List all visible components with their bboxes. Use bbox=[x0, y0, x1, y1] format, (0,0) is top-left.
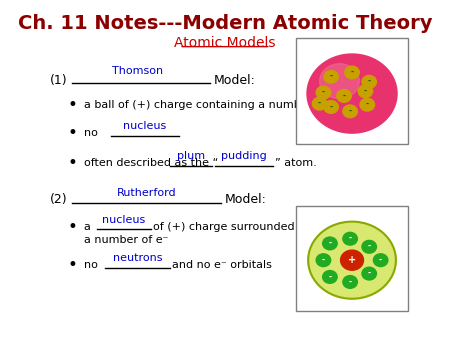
Text: -: - bbox=[351, 68, 354, 77]
Circle shape bbox=[324, 101, 338, 113]
Text: -: - bbox=[368, 269, 371, 278]
Circle shape bbox=[374, 254, 388, 267]
Text: -: - bbox=[322, 256, 325, 265]
Circle shape bbox=[360, 98, 374, 111]
Text: -: - bbox=[318, 99, 321, 108]
Circle shape bbox=[343, 232, 357, 245]
Text: -: - bbox=[366, 100, 369, 109]
Circle shape bbox=[316, 86, 331, 99]
Text: -: - bbox=[379, 256, 382, 265]
Text: +: + bbox=[348, 255, 356, 265]
Text: neutrons: neutrons bbox=[112, 253, 162, 263]
Circle shape bbox=[341, 250, 364, 270]
Text: pudding: pudding bbox=[221, 151, 267, 161]
Text: (2): (2) bbox=[50, 193, 67, 206]
Circle shape bbox=[324, 70, 338, 83]
Text: -: - bbox=[342, 91, 346, 100]
Text: no: no bbox=[84, 128, 98, 138]
Text: -: - bbox=[349, 107, 352, 116]
Text: ” atom.: ” atom. bbox=[274, 158, 316, 168]
Text: •: • bbox=[68, 96, 77, 114]
Text: nucleus: nucleus bbox=[123, 121, 166, 131]
FancyBboxPatch shape bbox=[296, 38, 408, 144]
Text: -: - bbox=[329, 102, 333, 112]
Circle shape bbox=[362, 267, 377, 280]
Text: •: • bbox=[68, 124, 77, 142]
Text: often described as the “: often described as the “ bbox=[84, 158, 218, 168]
Text: Atomic Models: Atomic Models bbox=[174, 36, 276, 50]
Circle shape bbox=[323, 271, 337, 283]
Circle shape bbox=[358, 85, 373, 98]
Text: a number of e⁻: a number of e⁻ bbox=[84, 235, 168, 245]
Circle shape bbox=[312, 97, 327, 110]
Circle shape bbox=[343, 275, 357, 288]
Text: -: - bbox=[364, 87, 367, 96]
Text: Rutherford: Rutherford bbox=[117, 188, 176, 198]
Text: Model:: Model: bbox=[214, 74, 256, 87]
Text: -: - bbox=[368, 242, 371, 251]
Text: nucleus: nucleus bbox=[102, 215, 145, 225]
Circle shape bbox=[337, 90, 351, 102]
Text: -: - bbox=[328, 239, 332, 248]
Text: Ch. 11 Notes---Modern Atomic Theory: Ch. 11 Notes---Modern Atomic Theory bbox=[18, 14, 432, 33]
Text: Model:: Model: bbox=[225, 193, 267, 206]
Text: a ball of (+) charge containing a number of e⁻: a ball of (+) charge containing a number… bbox=[84, 100, 342, 110]
Text: -: - bbox=[328, 272, 332, 282]
Text: •: • bbox=[68, 154, 77, 172]
Circle shape bbox=[316, 254, 331, 267]
Text: of (+) charge surrounded by: of (+) charge surrounded by bbox=[153, 222, 311, 232]
Text: a: a bbox=[84, 222, 91, 232]
Text: plum: plum bbox=[176, 151, 205, 161]
Text: -: - bbox=[329, 72, 333, 81]
Text: -: - bbox=[368, 77, 371, 86]
Text: •: • bbox=[68, 218, 77, 236]
Text: no: no bbox=[84, 260, 98, 270]
Text: and no e⁻ orbitals: and no e⁻ orbitals bbox=[171, 260, 271, 270]
Text: Thomson: Thomson bbox=[112, 66, 163, 76]
Text: -: - bbox=[349, 277, 352, 287]
FancyBboxPatch shape bbox=[296, 206, 408, 312]
Text: (1): (1) bbox=[50, 74, 67, 87]
Text: •: • bbox=[68, 256, 77, 274]
Text: -: - bbox=[322, 88, 325, 97]
Circle shape bbox=[308, 222, 396, 299]
Text: -: - bbox=[349, 234, 352, 243]
Circle shape bbox=[307, 54, 397, 133]
Circle shape bbox=[323, 237, 337, 250]
Circle shape bbox=[320, 64, 359, 99]
Circle shape bbox=[362, 240, 377, 253]
Circle shape bbox=[362, 75, 377, 88]
Circle shape bbox=[343, 105, 357, 118]
Circle shape bbox=[345, 66, 359, 79]
